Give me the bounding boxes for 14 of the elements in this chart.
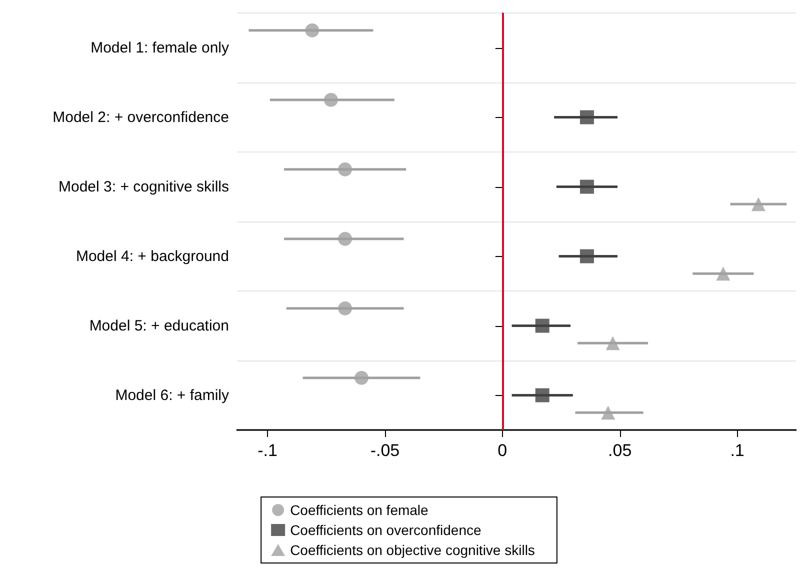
y-tick-label: Model 6: + family <box>115 386 230 404</box>
y-tick-label: Model 5: + education <box>89 317 229 334</box>
y-tick-label: Model 1: female only <box>90 39 230 56</box>
legend-label: Coefficients on objective cognitive skills <box>290 542 535 558</box>
y-tick-label: Model 4: + background <box>76 248 229 265</box>
x-tick-label: 0 <box>498 441 508 460</box>
x-tick-label: .05 <box>608 441 632 460</box>
y-tick-label: Model 2: + overconfidence <box>52 108 229 126</box>
legend-label: Coefficients on female <box>290 502 429 518</box>
y-tick-label: Model 3: + cognitive skills <box>58 178 229 196</box>
x-tick-label: -.05 <box>370 441 400 460</box>
legend-label: Coefficients on overconfidence <box>290 522 482 538</box>
x-tick-label: .1 <box>730 441 744 460</box>
x-tick-label: -.1 <box>258 441 278 460</box>
